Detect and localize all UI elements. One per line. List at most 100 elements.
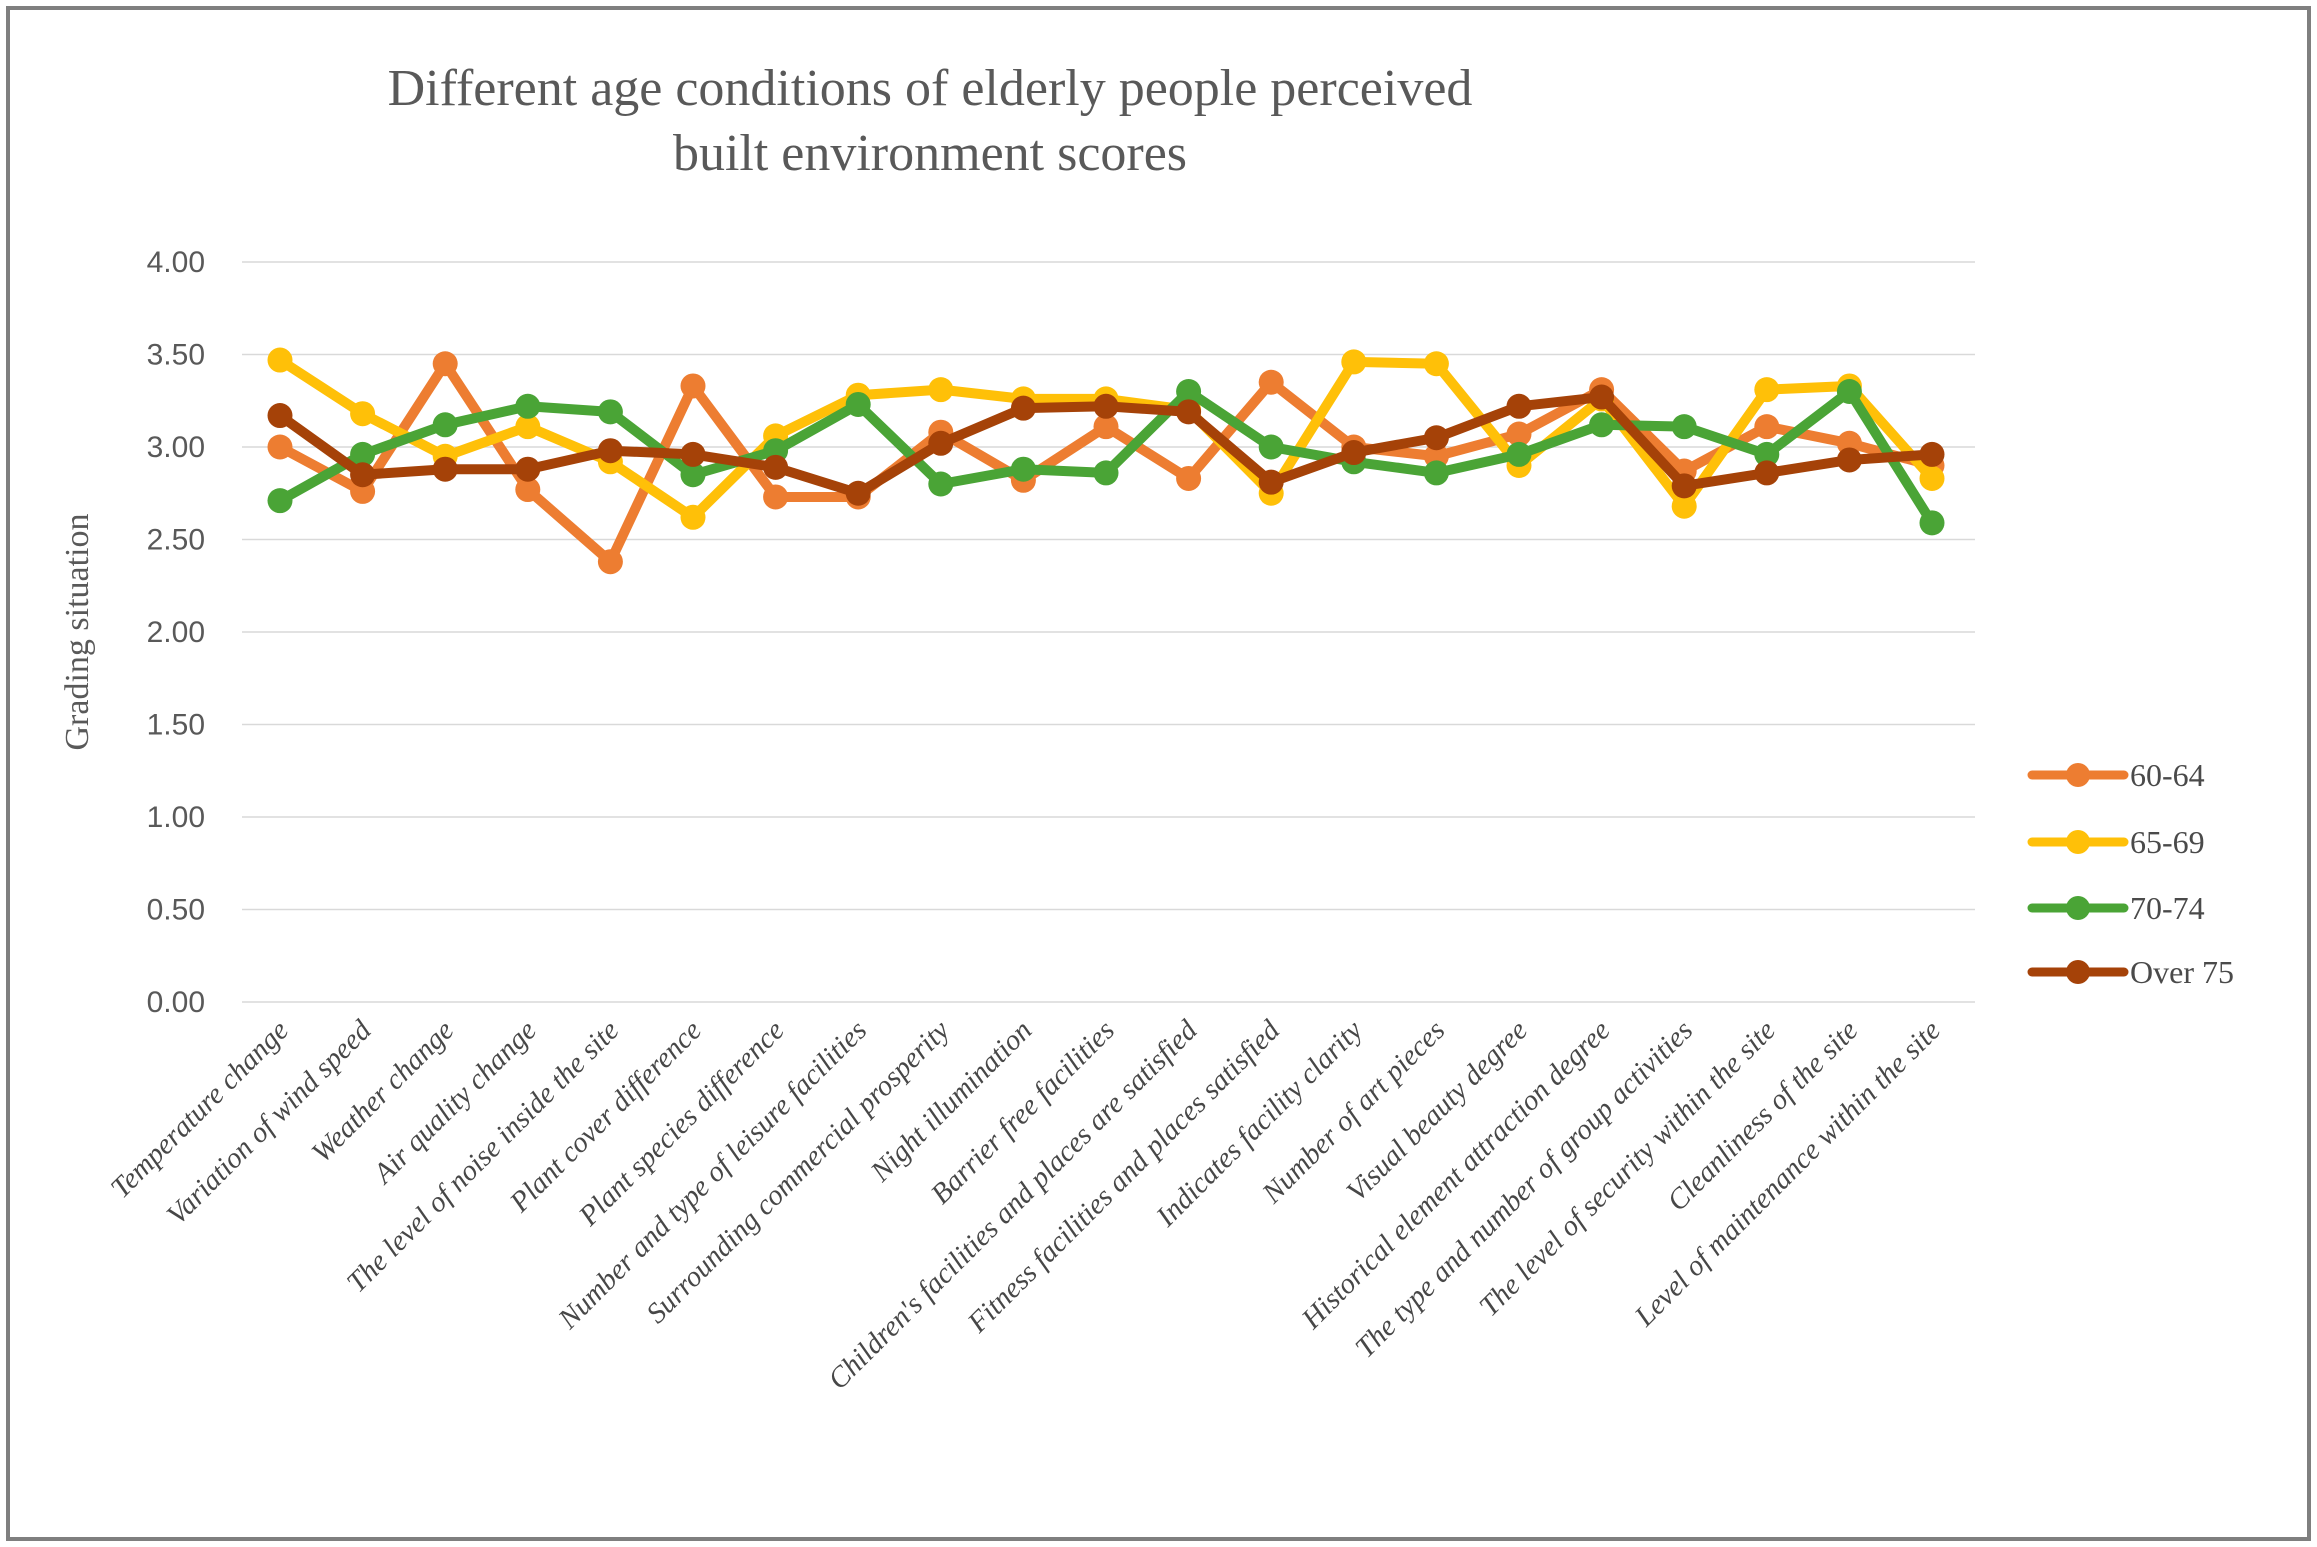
y-axis-title: Grading situation — [59, 513, 96, 750]
data-point-60-64 — [763, 484, 789, 510]
data-point-65-69 — [515, 414, 541, 440]
data-point-over-75 — [1836, 447, 1862, 473]
data-point-over-75 — [597, 438, 623, 464]
x-category-label: Historical element attraction degree — [1295, 1014, 1617, 1336]
data-point-over-75 — [350, 462, 376, 488]
data-point-65-69 — [680, 504, 706, 530]
data-point-70-74 — [1423, 460, 1449, 486]
x-category-label: Number and type of leisure facilities — [552, 1014, 874, 1336]
legend-label: 70-74 — [2130, 890, 2205, 926]
y-tick-label: 0.00 — [147, 986, 205, 1019]
data-point-over-75 — [267, 403, 293, 429]
data-point-70-74 — [1919, 510, 1945, 536]
data-point-60-64 — [1506, 421, 1532, 447]
data-point-60-64 — [1258, 369, 1284, 395]
x-category-label: Surrounding commercial prosperity — [640, 1014, 955, 1329]
legend-item-over-75: Over 75 — [2027, 954, 2234, 990]
y-tick-label: 1.50 — [147, 709, 205, 742]
data-point-60-64 — [1093, 414, 1119, 440]
y-axis-tick-labels: 0.00 0.50 1.00 1.50 2.00 2.50 3.00 3.50 4.00 — [147, 246, 205, 1019]
data-point-70-74 — [1093, 460, 1119, 486]
data-point-65-69 — [1919, 465, 1945, 491]
data-point-60-64 — [432, 351, 458, 377]
data-point-70-74 — [680, 462, 706, 488]
data-point-70-74 — [1010, 456, 1036, 482]
data-point-70-74 — [1506, 441, 1532, 467]
y-tick-label: 3.50 — [147, 339, 205, 372]
y-tick-label: 1.00 — [147, 801, 205, 834]
legend-label: 65-69 — [2130, 824, 2205, 860]
series-layer — [267, 347, 1945, 575]
data-point-65-69 — [350, 401, 376, 427]
data-point-over-75 — [1423, 425, 1449, 451]
data-point-65-69 — [1423, 351, 1449, 377]
data-point-over-75 — [1919, 441, 1945, 467]
data-point-70-74 — [1671, 414, 1697, 440]
data-point-70-74 — [1589, 412, 1615, 438]
legend-item-65-69: 65-69 — [2027, 824, 2205, 860]
chart-title-line1: Different age conditions of elderly peop… — [388, 60, 1473, 117]
legend: 60-64 65-69 70-74 Over 75 — [2027, 757, 2234, 990]
data-point-over-75 — [1671, 473, 1697, 499]
data-point-70-74 — [350, 441, 376, 467]
data-point-over-75 — [1093, 393, 1119, 419]
y-tick-label: 3.00 — [147, 431, 205, 464]
data-point-60-64 — [267, 434, 293, 460]
data-point-65-69 — [1341, 349, 1367, 375]
gridlines — [242, 261, 1975, 1003]
series-over-75 — [267, 384, 1945, 506]
y-tick-label: 2.00 — [147, 616, 205, 649]
data-point-60-64 — [515, 477, 541, 503]
y-tick-label: 4.00 — [147, 246, 205, 279]
data-point-over-75 — [763, 454, 789, 480]
data-point-over-75 — [1754, 460, 1780, 486]
data-point-over-75 — [1589, 384, 1615, 410]
x-category-label: Level of maintenance within the site — [1628, 1014, 1947, 1333]
data-point-60-64 — [680, 373, 706, 399]
data-point-70-74 — [928, 471, 954, 497]
legend-dot-swatch — [2066, 896, 2090, 920]
data-point-65-69 — [267, 347, 293, 373]
x-category-label: Weather change — [306, 1014, 461, 1169]
data-point-over-75 — [680, 441, 706, 467]
data-point-over-75 — [1258, 469, 1284, 495]
chart-title-line2: built environment scores — [673, 125, 1187, 182]
legend-dot-swatch — [2066, 960, 2090, 984]
legend-dot-swatch — [2066, 763, 2090, 787]
x-category-label: The level of security within the site — [1473, 1014, 1782, 1323]
data-point-over-75 — [515, 456, 541, 482]
data-point-70-74 — [1754, 441, 1780, 467]
data-point-over-75 — [1010, 395, 1036, 421]
legend-label: Over 75 — [2130, 954, 2234, 990]
data-point-60-64 — [1754, 414, 1780, 440]
data-point-70-74 — [515, 393, 541, 419]
data-point-70-74 — [1176, 379, 1202, 404]
data-point-over-75 — [1506, 393, 1532, 419]
y-tick-label: 0.50 — [147, 894, 205, 927]
data-point-over-75 — [1341, 440, 1367, 466]
data-point-70-74 — [267, 488, 293, 514]
data-point-over-75 — [928, 430, 954, 456]
data-point-65-69 — [928, 377, 954, 403]
data-point-65-69 — [1671, 493, 1697, 519]
legend-dot-swatch — [2066, 830, 2090, 854]
data-point-60-64 — [1176, 465, 1202, 491]
legend-item-60-64: 60-64 — [2027, 757, 2205, 793]
data-point-70-74 — [1836, 379, 1862, 404]
data-point-70-74 — [432, 412, 458, 438]
data-point-70-74 — [845, 391, 871, 417]
data-point-over-75 — [845, 480, 871, 506]
legend-item-70-74: 70-74 — [2027, 890, 2205, 926]
y-tick-label: 2.50 — [147, 524, 205, 557]
series-70-74 — [267, 379, 1945, 536]
data-point-65-69 — [1754, 377, 1780, 403]
data-point-60-64 — [597, 549, 623, 575]
data-point-over-75 — [1176, 399, 1202, 425]
data-point-over-75 — [432, 456, 458, 482]
legend-label: 60-64 — [2130, 757, 2205, 793]
data-point-70-74 — [597, 399, 623, 425]
data-point-70-74 — [1258, 434, 1284, 460]
